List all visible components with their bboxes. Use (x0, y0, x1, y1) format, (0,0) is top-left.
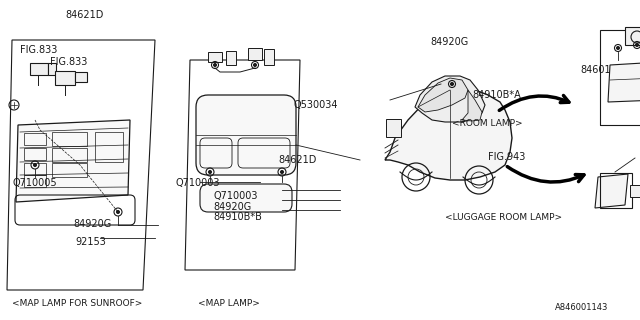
Text: <MAP LAMP FOR SUNROOF>: <MAP LAMP FOR SUNROOF> (12, 300, 142, 308)
Circle shape (451, 83, 454, 85)
Circle shape (209, 171, 211, 173)
Bar (52, 163, 87, 177)
Polygon shape (16, 120, 130, 202)
Polygon shape (7, 40, 155, 290)
Bar (30, 63, 48, 75)
Circle shape (616, 46, 620, 50)
Circle shape (116, 211, 120, 213)
Bar (630, 185, 640, 197)
Bar (264, 49, 274, 65)
Circle shape (214, 63, 216, 67)
Text: 92153: 92153 (75, 237, 106, 247)
Text: 84621D: 84621D (278, 155, 316, 165)
Bar (48, 63, 56, 75)
Text: Q530034: Q530034 (293, 100, 337, 110)
Bar (24, 163, 46, 175)
Text: 84621D: 84621D (65, 10, 104, 20)
Polygon shape (608, 62, 640, 102)
Polygon shape (185, 60, 300, 270)
Bar (386, 119, 401, 137)
Text: 84920G: 84920G (213, 202, 252, 212)
Bar (226, 51, 236, 65)
Text: FIG.833: FIG.833 (20, 45, 58, 55)
Text: Q710003: Q710003 (213, 191, 257, 201)
Text: 84920G: 84920G (430, 37, 468, 47)
Polygon shape (385, 88, 512, 180)
Bar (75, 72, 87, 82)
Polygon shape (415, 76, 485, 122)
Bar (248, 48, 262, 60)
Bar (24, 133, 46, 145)
Bar (625, 27, 640, 45)
Circle shape (33, 164, 36, 166)
Bar (600, 173, 632, 208)
Bar (600, 30, 640, 125)
Circle shape (631, 31, 640, 43)
Bar (208, 52, 222, 62)
Circle shape (280, 171, 284, 173)
Circle shape (253, 63, 257, 67)
Bar (24, 148, 46, 160)
Bar (52, 148, 87, 162)
Text: FIG.943: FIG.943 (488, 152, 525, 162)
Text: <MAP LAMP>: <MAP LAMP> (198, 300, 260, 308)
Bar (52, 132, 87, 146)
Bar (24, 175, 46, 187)
Text: A846001143: A846001143 (555, 302, 609, 311)
Text: 84910B*B: 84910B*B (213, 212, 262, 222)
Polygon shape (462, 90, 482, 121)
Bar (95, 132, 123, 162)
FancyBboxPatch shape (200, 184, 292, 212)
Bar (55, 71, 75, 85)
Text: Q710003: Q710003 (175, 178, 220, 188)
FancyBboxPatch shape (196, 95, 296, 175)
Text: FIG.833: FIG.833 (50, 57, 88, 67)
Text: 84601: 84601 (580, 65, 611, 75)
Text: <ROOM LAMP>: <ROOM LAMP> (452, 118, 523, 127)
Text: <LUGGAGE ROOM LAMP>: <LUGGAGE ROOM LAMP> (445, 212, 562, 221)
Circle shape (636, 44, 639, 46)
Text: 84920G: 84920G (73, 219, 111, 229)
Polygon shape (418, 78, 468, 112)
Text: 84910B*A: 84910B*A (472, 90, 521, 100)
Polygon shape (595, 174, 628, 208)
Text: Q710005: Q710005 (12, 178, 56, 188)
